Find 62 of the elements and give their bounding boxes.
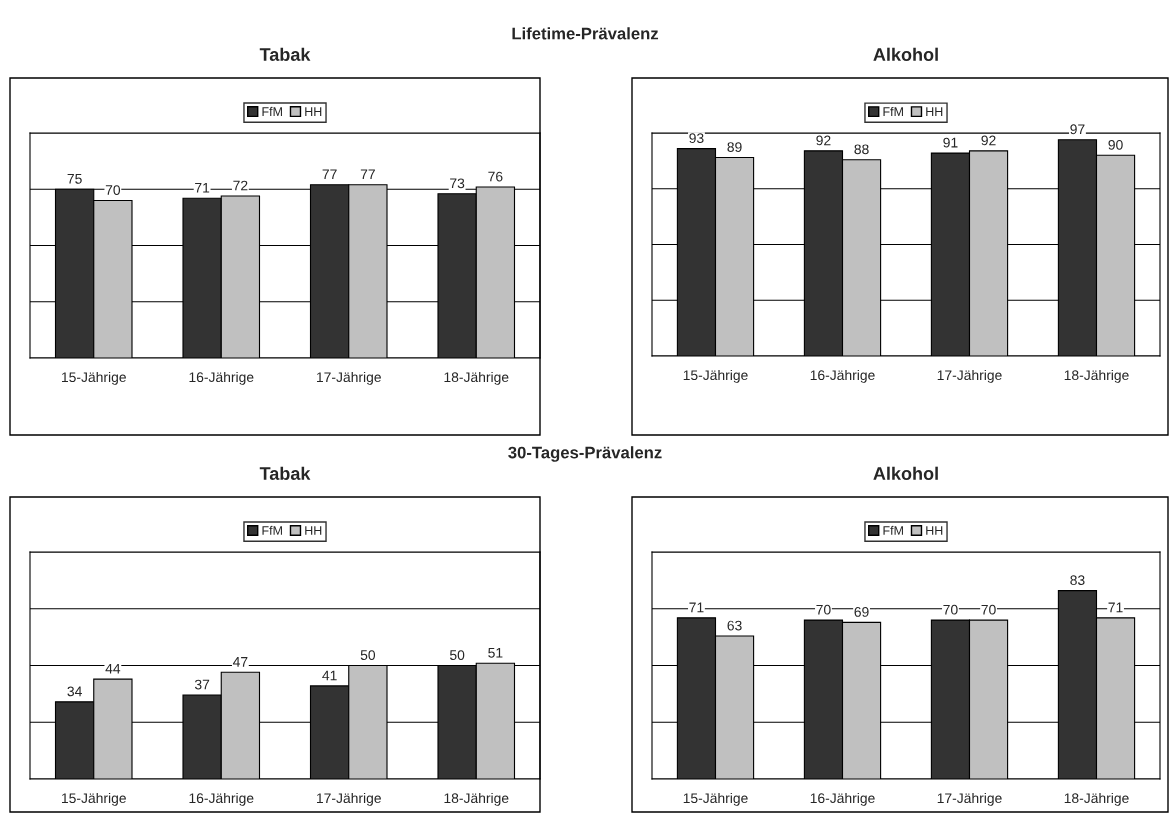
legend-label: HH bbox=[305, 526, 322, 535]
data-label: 71 bbox=[689, 602, 704, 613]
x-tick-label: 17-Jährige bbox=[317, 792, 381, 806]
data-label: 70 bbox=[943, 604, 958, 615]
chart-title: Tabak bbox=[259, 47, 311, 61]
data-label: 73 bbox=[450, 178, 465, 189]
data-label: 41 bbox=[322, 670, 337, 681]
chart-title: Alkohol bbox=[873, 47, 938, 61]
legend-label: FfM bbox=[262, 525, 282, 535]
data-label: 71 bbox=[195, 183, 210, 193]
x-tick-label: 16-Jährige bbox=[810, 369, 875, 383]
data-label: 93 bbox=[689, 133, 704, 144]
x-tick-label: 18-Jährige bbox=[444, 371, 509, 385]
data-label: 71 bbox=[1108, 602, 1123, 613]
data-label: 88 bbox=[854, 144, 869, 155]
x-tick-label: 15-Jährige bbox=[62, 371, 126, 385]
data-label: 92 bbox=[816, 135, 831, 146]
data-label: 91 bbox=[943, 137, 958, 148]
x-tick-label: 17-Jährige bbox=[937, 369, 1002, 383]
data-label: 69 bbox=[854, 607, 869, 617]
x-tick-label: 18-Jährige bbox=[444, 792, 509, 806]
text: 30-Tages-Prävalenz bbox=[508, 446, 662, 462]
data-label: 77 bbox=[360, 169, 375, 180]
data-label: 63 bbox=[727, 620, 742, 631]
data-label: 50 bbox=[449, 650, 465, 660]
data-label: 83 bbox=[1070, 575, 1085, 586]
x-tick-label: 15-Jährige bbox=[683, 369, 748, 383]
data-label: 97 bbox=[1070, 124, 1085, 135]
legend-label: HH bbox=[926, 526, 943, 535]
legend-label: HH bbox=[926, 107, 943, 116]
data-label: 70 bbox=[105, 185, 121, 195]
legend-label: FfM bbox=[883, 106, 903, 116]
legend-label: FfM bbox=[262, 106, 282, 116]
chart-title: Tabak bbox=[259, 466, 311, 480]
data-label: 76 bbox=[488, 171, 503, 182]
data-label: 50 bbox=[360, 650, 376, 660]
data-label: 89 bbox=[727, 142, 742, 153]
data-label: 37 bbox=[194, 679, 210, 690]
data-label: 72 bbox=[233, 180, 248, 191]
x-tick-label: 17-Jährige bbox=[937, 792, 1002, 806]
data-label: 75 bbox=[67, 174, 82, 184]
data-label: 34 bbox=[67, 686, 82, 697]
data-label: 70 bbox=[816, 604, 831, 615]
x-tick-label: 16-Jährige bbox=[189, 371, 254, 385]
data-label: 51 bbox=[488, 648, 503, 658]
text: Lifetime-Prävalenz bbox=[512, 27, 659, 40]
data-label: 90 bbox=[1108, 139, 1123, 150]
x-tick-label: 18-Jährige bbox=[1064, 792, 1129, 806]
data-label: 77 bbox=[322, 169, 337, 180]
chart-title: Alkohol bbox=[873, 466, 938, 480]
legend-label: HH bbox=[305, 107, 322, 116]
data-label: 47 bbox=[232, 657, 248, 667]
legend-label: FfM bbox=[883, 525, 903, 535]
x-tick-label: 15-Jährige bbox=[62, 792, 126, 806]
data-label: 44 bbox=[105, 663, 121, 674]
x-tick-label: 16-Jährige bbox=[810, 792, 875, 806]
x-tick-label: 18-Jährige bbox=[1064, 369, 1129, 383]
x-tick-label: 16-Jährige bbox=[189, 792, 254, 806]
data-label: 92 bbox=[981, 135, 996, 146]
data-label: 70 bbox=[981, 604, 996, 615]
x-tick-label: 17-Jährige bbox=[317, 371, 381, 385]
x-tick-label: 15-Jährige bbox=[683, 792, 748, 806]
